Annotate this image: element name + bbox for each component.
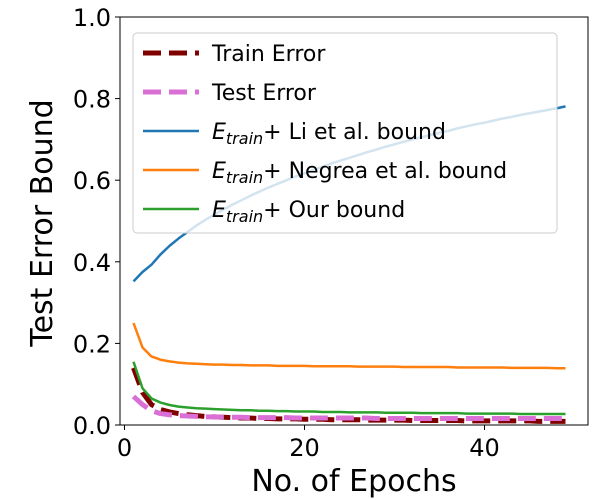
x-tick-label: 40	[469, 434, 500, 462]
series-line-4	[132, 361, 566, 416]
legend-label-3: Etrain+ Negrea et al. bound	[212, 159, 507, 187]
y-tick-label: 0.2	[73, 330, 111, 358]
x-tick-label: 0	[117, 434, 132, 462]
legend: Train Error Test Error Etrain+ Li et al. b…	[132, 32, 558, 234]
y-tick-label: 1.0	[73, 4, 111, 32]
y-tick-label: 0.6	[73, 167, 111, 195]
series-line-1	[131, 394, 566, 421]
y-tick-label: 0.4	[73, 249, 111, 277]
y-tick-label: 0.8	[73, 86, 111, 114]
legend-label-2: Etrain+ Li et al. bound	[212, 120, 446, 148]
legend-label-1: Test Error	[211, 81, 317, 106]
x-axis-label: No. of Epochs	[251, 464, 456, 499]
x-tick-label: 20	[289, 434, 320, 462]
legend-label-4: Etrain+ Our bound	[212, 198, 405, 226]
legend-box	[132, 32, 558, 234]
y-axis-label: Test Error Bound	[25, 99, 60, 347]
legend-label-0: Train Error	[211, 42, 326, 67]
plot-frame	[119, 16, 589, 426]
axes-frame	[119, 16, 589, 426]
y-axis-ticks: 0.0 0.2 0.4 0.6 0.8 1.0	[73, 4, 120, 440]
y-tick-label: 0.0	[73, 412, 111, 440]
series-line-3	[132, 322, 566, 370]
x-axis-ticks: 0 20 40	[117, 425, 500, 462]
